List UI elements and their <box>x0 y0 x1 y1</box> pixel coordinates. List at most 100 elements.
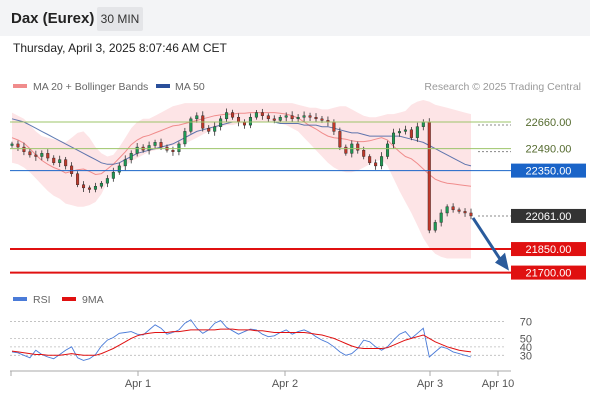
candle-body <box>397 131 401 134</box>
forecast-arrow-head <box>495 252 509 271</box>
level-label-resistance: 22660.00 <box>526 117 572 129</box>
candle-body <box>64 159 68 167</box>
level-label-support: 21850.00 <box>526 244 572 256</box>
forecast-arrow <box>471 217 503 262</box>
candle-body <box>302 115 306 118</box>
candle-body <box>177 143 181 152</box>
timestamp: Thursday, April 3, 2025 8:07:46 AM CET <box>13 41 227 55</box>
legend-ma50-label: MA 50 <box>175 81 205 93</box>
candle-body <box>129 153 133 160</box>
candle-body <box>207 128 211 132</box>
candle-body <box>52 157 56 163</box>
level-lines: 22660.00 22490.00 22350.00 22061.00 21850.00… <box>10 117 586 280</box>
x-tick-label: Apr 10 <box>482 378 514 390</box>
candle-body <box>123 159 127 167</box>
candle-body <box>87 187 91 190</box>
header-bar: Dax (Eurex) 30 MIN <box>0 0 590 36</box>
candle-body <box>421 121 425 127</box>
rsi-line <box>11 319 472 361</box>
legend-rsi-swatch <box>13 297 27 301</box>
level-label-bg <box>511 208 586 223</box>
candle-body <box>314 117 318 120</box>
rsi-tick-label: 50 <box>520 333 532 345</box>
candle-body <box>380 156 384 167</box>
candle-body <box>368 156 372 163</box>
candle-body <box>237 117 241 123</box>
x-tick-label: Apr 2 <box>272 378 298 390</box>
candle-body <box>451 206 455 211</box>
candle-body <box>28 151 32 156</box>
candle-body <box>117 165 121 173</box>
candle-body <box>34 154 38 157</box>
candle-body <box>445 206 449 214</box>
candle-body <box>213 126 217 132</box>
candle-body <box>338 131 342 148</box>
candle-body <box>147 145 151 151</box>
candle-body <box>463 211 467 214</box>
candle-body <box>22 146 26 152</box>
candle-body <box>10 143 14 146</box>
x-tick-label: Apr 1 <box>125 378 151 390</box>
legend-ma50-swatch <box>156 84 170 88</box>
candle-body <box>296 117 300 120</box>
candle-body <box>219 118 223 127</box>
bollinger-band-area <box>12 100 471 259</box>
candle-body <box>159 142 163 148</box>
candle-body <box>320 118 324 121</box>
candle-body <box>260 112 264 116</box>
candle-body <box>415 126 419 138</box>
candle-body <box>386 143 390 157</box>
rsi-tick-label: 70 <box>520 316 532 328</box>
legend-rsi-label: RSI <box>33 294 51 306</box>
candle-body <box>427 121 431 231</box>
candle-body <box>16 143 20 148</box>
candle-body <box>278 117 282 121</box>
candle-body <box>248 117 252 126</box>
candle-body <box>457 209 461 212</box>
candle-body <box>82 184 86 189</box>
candle-body <box>70 165 74 174</box>
candle-body <box>58 159 62 163</box>
candle-body <box>231 112 235 118</box>
candle-body <box>40 153 44 157</box>
candle-body <box>99 182 103 187</box>
candle-body <box>392 132 396 145</box>
candle-body <box>332 121 336 132</box>
candle-body <box>189 118 193 132</box>
candle-body <box>290 115 294 120</box>
price-panel <box>10 100 473 259</box>
timeframe-button[interactable]: 30 MIN <box>97 7 143 31</box>
candle-body <box>284 115 288 118</box>
legend-bollinger-swatch <box>13 84 27 88</box>
legend-rsi-ma-swatch <box>62 297 76 301</box>
candle-body <box>183 131 187 145</box>
candle-body <box>195 115 199 120</box>
candle-body <box>93 186 97 190</box>
rsi-ma-line <box>11 328 472 356</box>
candle-body <box>46 153 50 159</box>
x-axis: Apr 1 Apr 2 Apr 3 Apr 10 <box>10 370 514 390</box>
candle-body <box>135 146 139 154</box>
candle-body <box>308 115 312 118</box>
candle-body <box>362 150 366 157</box>
candle-body <box>374 162 378 167</box>
level-label-pivot: 22350.00 <box>526 166 572 178</box>
candle-body <box>403 129 407 132</box>
candle-body <box>409 129 413 138</box>
level-label-current: 22061.00 <box>526 211 572 223</box>
candle-body <box>225 112 229 120</box>
candle-body <box>266 115 270 120</box>
candle-body <box>356 143 360 151</box>
candle-body <box>433 222 437 231</box>
level-label-bg <box>511 163 586 178</box>
candle-body <box>469 212 473 217</box>
legend-rsi-ma-label: 9MA <box>82 294 104 306</box>
copyright-text: Research © 2025 Trading Central <box>424 81 581 93</box>
rsi-tick-label: 40 <box>520 342 532 354</box>
candle-body <box>171 150 175 152</box>
instrument-title: Dax (Eurex) <box>11 10 95 27</box>
level-label-support: 21700.00 <box>526 268 572 280</box>
candle-body <box>111 171 115 179</box>
